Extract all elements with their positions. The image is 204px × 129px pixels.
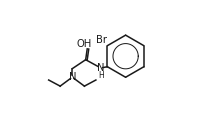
Text: OH: OH (76, 39, 91, 49)
Text: N: N (97, 63, 104, 73)
Text: H: H (98, 71, 104, 79)
Text: Br: Br (96, 35, 107, 45)
Text: N: N (69, 72, 76, 82)
